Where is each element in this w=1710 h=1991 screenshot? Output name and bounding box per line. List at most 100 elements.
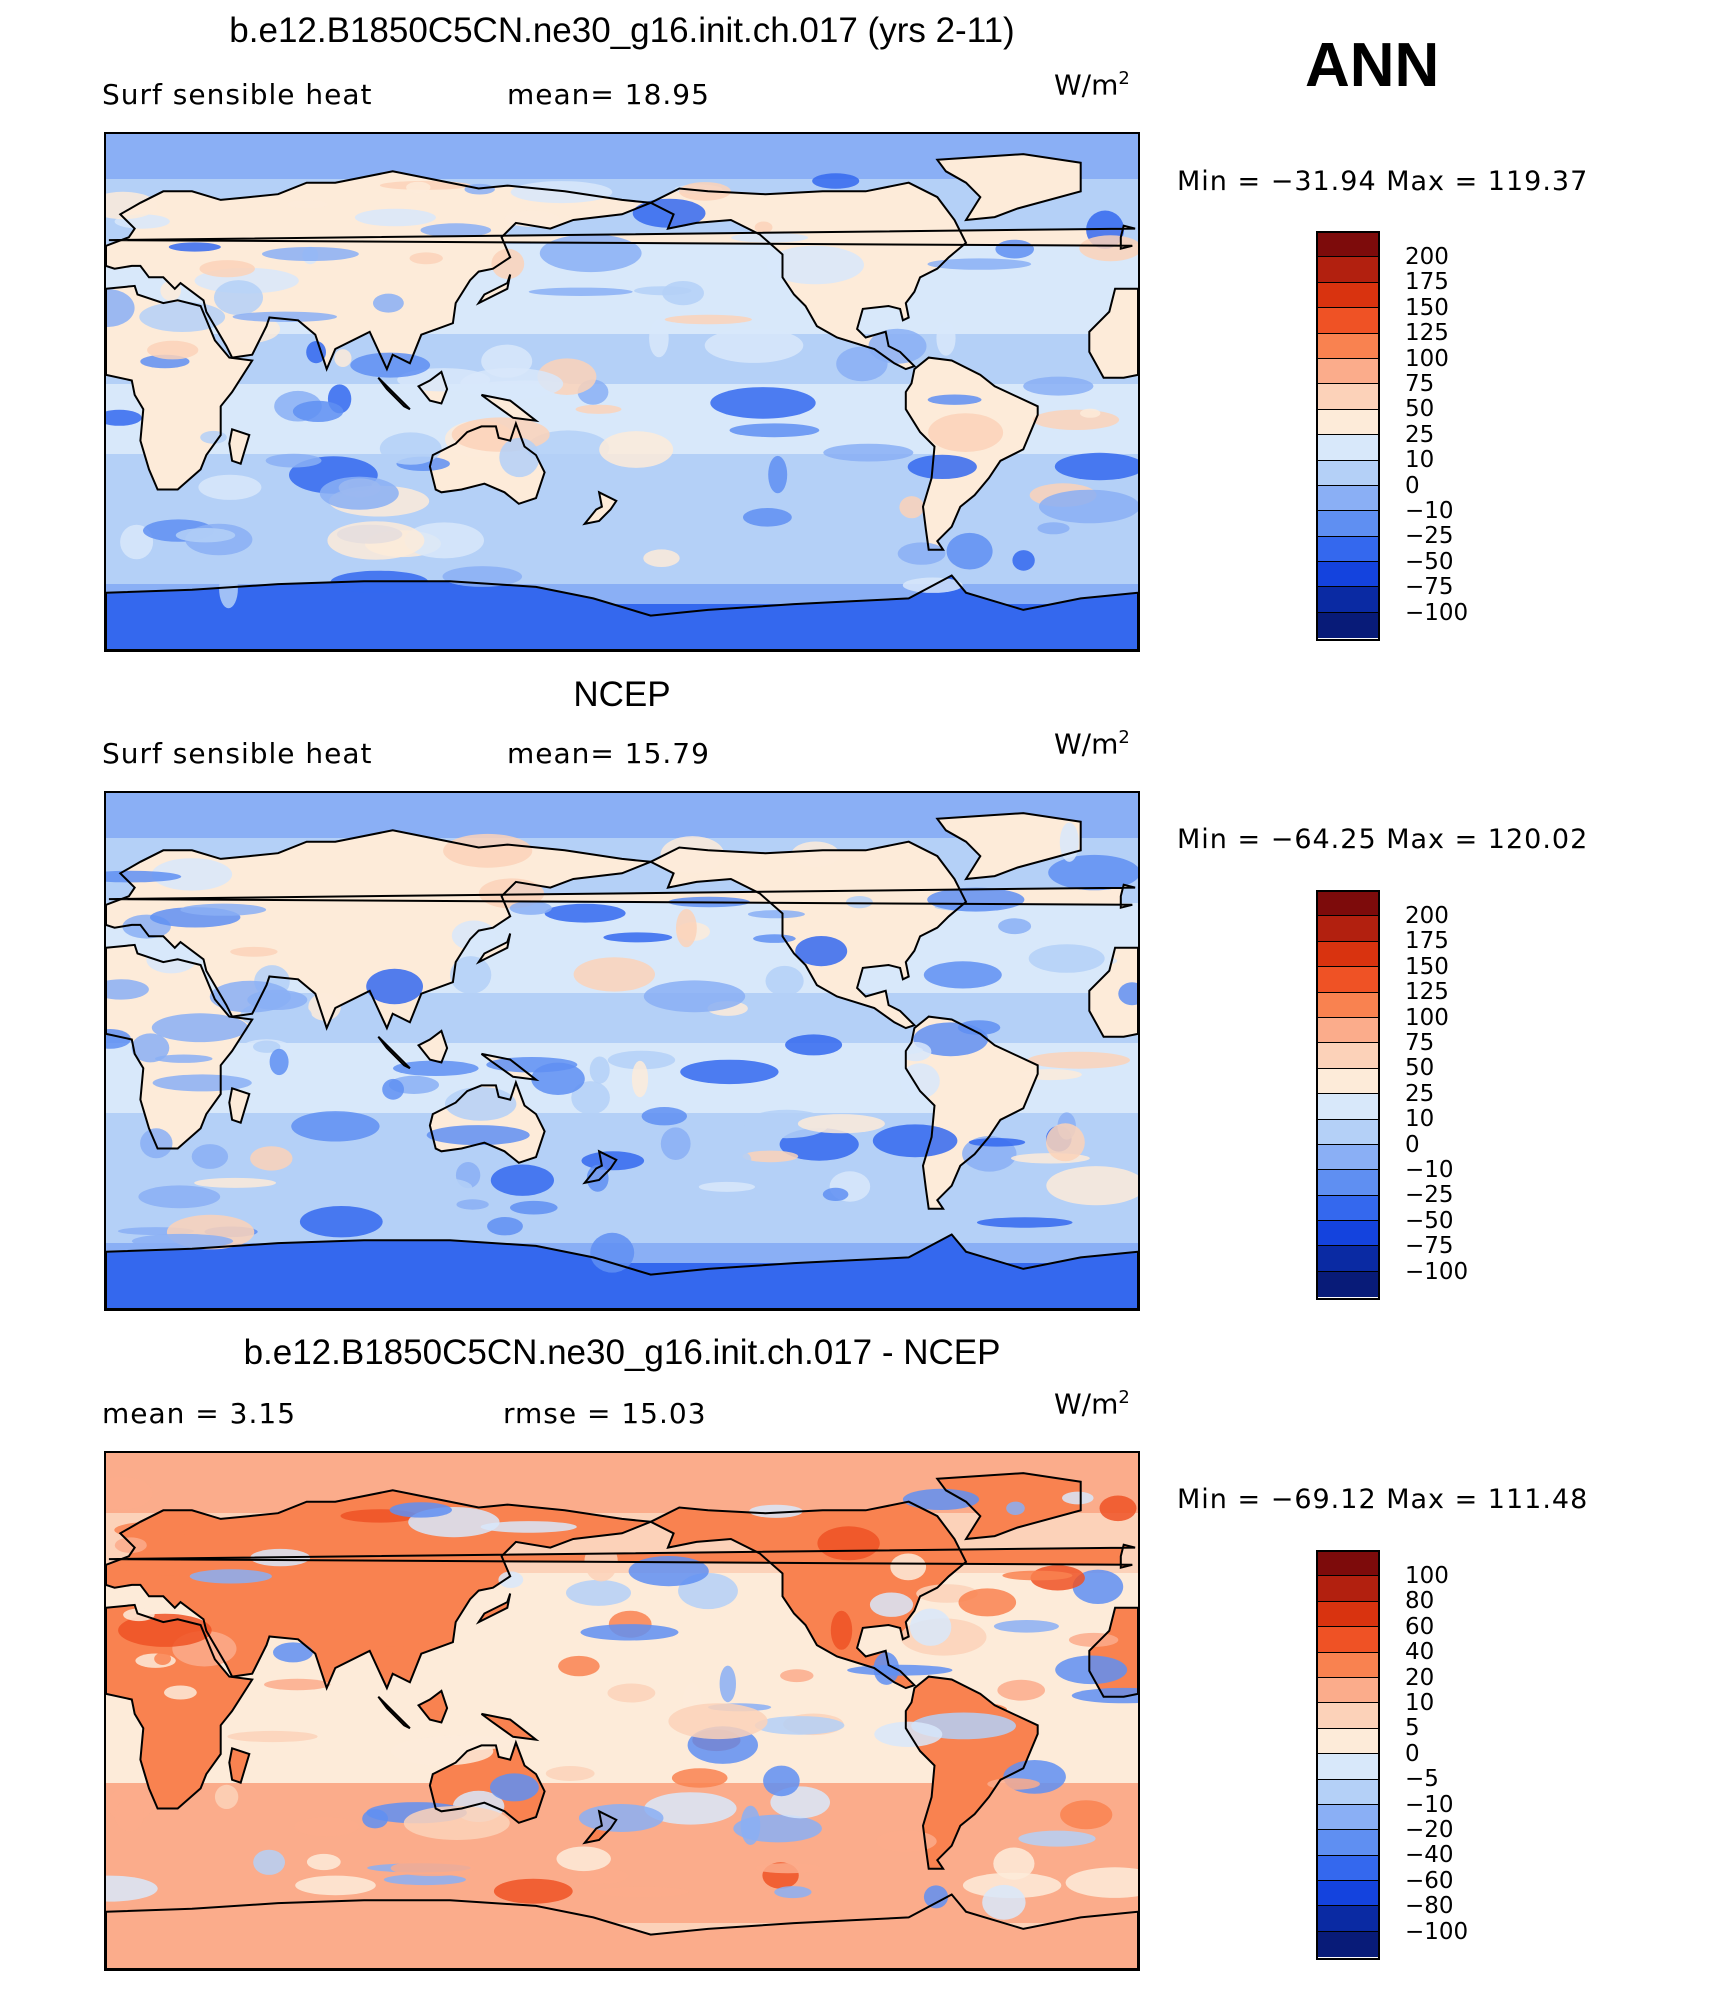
colorbar-level-label: −5 [1405,1766,1439,1793]
land-fill [106,1234,1138,1309]
colorbar-level-label: −75 [1405,574,1454,601]
colorbar-level-label: −80 [1405,1893,1454,1920]
panel-2-colorbar-frame [1316,890,1380,1300]
colorbar-swatch [1317,1652,1379,1678]
colorbar-swatch [1317,1094,1379,1120]
coastline [428,420,546,505]
field-patch [509,901,552,915]
field-patch [766,245,864,285]
field-patch [680,1059,779,1085]
field-patch [544,903,626,923]
field-patch [580,1624,679,1641]
field-patch [719,1665,736,1703]
coastline [106,1233,1138,1309]
field-patch [184,1512,203,1549]
field-patch [219,569,238,609]
field-patch [1048,854,1138,891]
field-patch [874,1721,943,1747]
land-fill [229,1088,250,1123]
field-patch [510,181,613,204]
colorbar-swatch [1317,992,1379,1018]
field-patch [151,858,233,891]
land-fill [478,274,511,304]
colorbar-swatch [1317,1830,1379,1856]
field-band [106,1173,1138,1243]
field-patch [404,522,484,559]
field-patch [1055,1655,1128,1685]
field-patch [643,980,746,1013]
field-patch [327,521,425,560]
field-patch [198,474,262,500]
field-patch [599,431,674,468]
field-patch [480,1521,577,1533]
colorbar-swatch [1317,1246,1379,1272]
colorbar-level-label: 125 [1405,979,1449,1006]
field-patch [362,1809,388,1829]
field-patch [373,293,404,313]
colorbar-swatch [1317,1627,1379,1653]
field-patch [490,1164,554,1196]
land-fill [1089,947,1138,1037]
coastline [377,376,411,411]
field-patch [287,200,328,209]
coastline [228,1086,251,1124]
land-fill [650,1501,966,1689]
coastline [106,829,652,1031]
field-patch [189,1569,272,1584]
colorbar-level-label: 100 [1405,1004,1449,1031]
colorbar-level-label: 100 [1405,345,1449,372]
coastline [108,883,1136,909]
field-patch [420,1178,473,1197]
field-patch [900,1063,940,1099]
land-fill [106,1490,651,1689]
field-patch [704,328,804,363]
panel-1-mean-label: mean= 18.95 [507,78,710,111]
colorbar-swatch [1317,1068,1379,1095]
panel-3-units: W/m2 [1054,1387,1130,1421]
panel-2-mean-label: mean= 15.79 [507,737,710,770]
coastline [228,427,251,465]
colorbar-level-label: 5 [1405,1715,1420,1742]
field-patch [577,1868,628,1884]
colorbar-swatch [1317,1728,1379,1755]
coastline [904,356,1039,551]
land-fill [106,575,1138,650]
field-patch [596,1886,689,1898]
colorbar-level-label: 0 [1405,472,1420,499]
field-patch [755,1863,821,1874]
field-patch [731,232,809,243]
field-patch [660,836,725,874]
colorbar-level-label: 10 [1405,1690,1435,1716]
colorbar-swatch [1317,460,1379,486]
field-patch [1039,489,1138,524]
field-patch [1037,522,1070,535]
field-patch [791,841,840,868]
colorbar-swatch [1317,435,1379,461]
coastline [582,1809,618,1845]
coastline [480,1712,540,1742]
colorbar-level-label: 150 [1405,953,1449,980]
coastline [648,840,968,1030]
colorbar-level-label: −100 [1405,1918,1469,1945]
colorbar-swatch [1317,1855,1379,1882]
field-patch [106,1476,153,1510]
field-patch [106,191,158,220]
field-patch [957,1020,1001,1035]
field-patch [160,281,181,301]
field-patch [754,221,773,234]
field-patch [319,476,399,510]
field-patch [763,1765,800,1797]
field-patch [575,404,622,414]
field-patch [747,910,805,919]
field-patch [946,532,993,570]
colorbar-level-label: −20 [1405,1817,1454,1843]
field-patch [1018,1830,1096,1847]
field-patch [390,1860,475,1877]
field-patch [164,1685,197,1700]
field-patch [923,961,1002,989]
field-patch [406,181,431,193]
field-patch [634,286,692,296]
field-patch [420,223,492,238]
panel-3-title: b.e12.B1850C5CN.ne30_g16.init.ch.017 - N… [243,1333,1001,1372]
field-patch [382,1078,404,1100]
